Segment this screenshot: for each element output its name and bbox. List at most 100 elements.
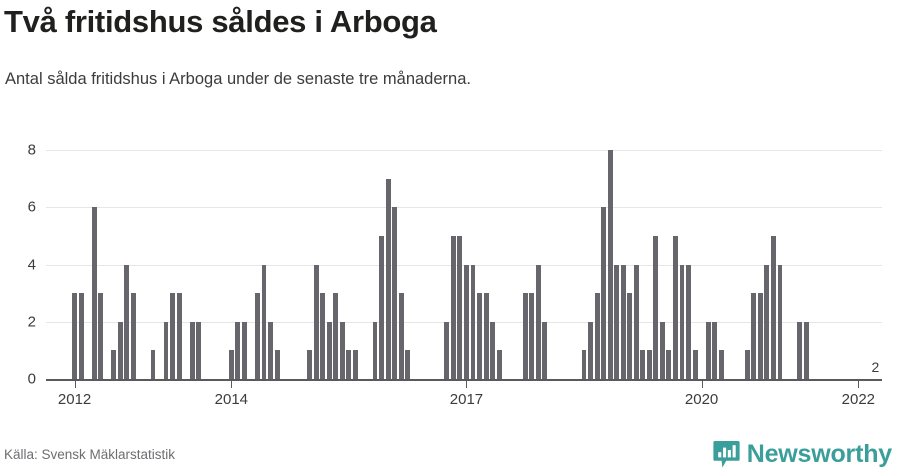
bar[interactable] [581,350,587,379]
bar[interactable] [255,293,260,379]
bar[interactable] [640,350,646,379]
bar[interactable] [261,264,267,379]
bar[interactable] [490,321,496,379]
bar[interactable] [333,293,339,379]
y-tick-label: 6 [27,198,36,216]
bar[interactable] [797,321,803,379]
bar[interactable] [189,321,195,379]
bar[interactable] [130,293,136,379]
bar[interactable] [777,264,783,379]
bar[interactable] [111,350,117,379]
bar[interactable] [457,235,463,379]
bar[interactable] [666,350,672,379]
bar[interactable] [346,350,352,379]
gridline [46,150,882,151]
bar-chart-speech-bubble-icon [713,440,740,469]
x-tick-label: 2014 [214,391,249,408]
bar[interactable] [98,293,104,379]
bar[interactable] [529,293,535,379]
newsworthy-logo[interactable]: Newsworthy [713,440,892,469]
bar[interactable] [686,264,691,379]
bar[interactable] [535,264,541,379]
bar[interactable] [712,321,718,379]
bar[interactable] [405,350,411,379]
x-tick-label: 2017 [449,391,484,408]
bar[interactable] [313,264,319,379]
bar[interactable] [659,321,665,379]
bar[interactable] [170,293,176,379]
bar[interactable] [614,264,620,379]
bar[interactable] [268,321,273,379]
x-tick-mark [858,381,860,388]
page-title: Två fritidshus såldes i Arboga [4,4,437,39]
bar[interactable] [352,350,358,379]
y-tick-label: 0 [27,370,36,388]
bar[interactable] [241,321,247,379]
bar[interactable] [72,293,78,379]
bar[interactable] [163,321,169,379]
bar[interactable] [379,235,385,379]
bar[interactable] [646,350,652,379]
bar[interactable] [274,350,280,379]
bar[interactable] [483,293,489,379]
bar[interactable] [235,321,241,379]
bar[interactable] [398,293,404,379]
bar[interactable] [339,321,345,379]
gridline [46,207,882,209]
x-tick-mark [701,381,703,388]
x-tick-label: 2012 [57,391,92,408]
bar[interactable] [477,293,482,379]
bar[interactable] [594,293,600,379]
x-tick-mark [231,381,233,388]
bar[interactable] [117,321,123,379]
bar[interactable] [770,235,776,379]
bar[interactable] [228,350,234,379]
bar[interactable] [673,235,678,379]
bar[interactable] [744,350,750,379]
bar[interactable] [450,235,456,379]
bar[interactable] [470,264,476,379]
y-tick-label: 4 [27,256,36,273]
x-axis-line [46,379,882,381]
bar[interactable] [705,321,711,379]
bar[interactable] [653,235,659,379]
bar[interactable] [679,264,685,379]
y-axis-labels: 0 2 4 6 8 [28,143,882,387]
bar[interactable] [91,207,97,379]
bar[interactable] [326,321,332,379]
bar[interactable] [176,293,182,379]
bar[interactable] [307,350,313,379]
bar[interactable] [496,350,502,379]
bar[interactable] [764,264,770,379]
bar[interactable] [542,321,548,379]
bar[interactable] [620,264,626,379]
x-tick-label: 2020 [684,391,719,408]
bar[interactable] [633,264,639,379]
bar[interactable] [385,178,391,379]
bar[interactable] [444,321,450,379]
bar[interactable] [803,321,809,379]
bar[interactable] [196,321,202,379]
bar[interactable] [464,264,469,379]
bar[interactable] [751,293,757,379]
bar[interactable] [718,350,724,379]
bar[interactable] [601,207,607,379]
bar[interactable] [522,293,528,379]
chart-plot-area: 2 [46,150,882,382]
bar[interactable] [627,293,633,379]
bar[interactable] [692,350,698,379]
bar[interactable] [392,207,398,379]
bar[interactable] [757,293,763,379]
y-tick-label: 8 [27,141,36,159]
source-note: Källa: Svensk Mäklarstatistik [4,447,176,462]
bar[interactable] [588,321,594,379]
bar[interactable] [150,350,156,379]
bar[interactable] [78,293,84,379]
bar-series: 2 [46,150,882,379]
bar[interactable] [320,293,326,379]
bar[interactable] [372,321,378,379]
bar[interactable] [124,264,130,379]
bar[interactable] [607,150,613,379]
x-tick-label: 2022 [841,391,876,408]
